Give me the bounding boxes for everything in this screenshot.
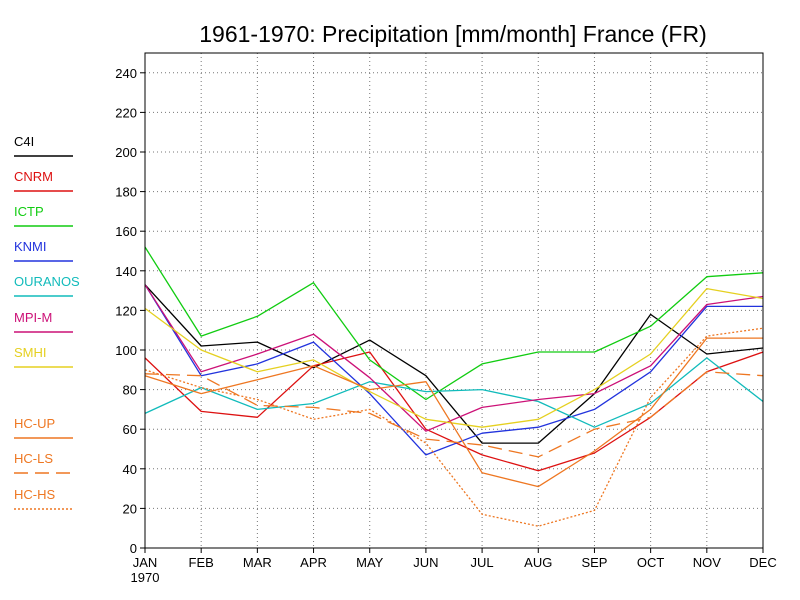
- legend-label-knmi: KNMI: [14, 239, 47, 254]
- series-line-smhi: [144, 287, 764, 428]
- x-tick-label: JUL: [471, 555, 494, 570]
- y-tick-label: 120: [115, 303, 137, 318]
- y-tick-label: 180: [115, 185, 137, 200]
- x-year-label: 1970: [131, 570, 160, 585]
- gridlines: [145, 53, 763, 548]
- series-line-hc-ls: [144, 371, 764, 458]
- legend-label-mpi-m: MPI-M: [14, 310, 52, 325]
- y-tick-label: 140: [115, 264, 137, 279]
- y-tick-label: 200: [115, 145, 137, 160]
- x-tick-label: AUG: [524, 555, 552, 570]
- series-line-ouranos: [144, 357, 764, 428]
- axis-ticks: 0 20 40 60 80 100 120 140 160 180 200 220 240 JAN FEB M…: [115, 66, 776, 585]
- y-tick-label: 0: [130, 541, 137, 556]
- x-tick-label: FEB: [189, 555, 214, 570]
- legend-label-smhi: SMHI: [14, 345, 47, 360]
- legend-label-c4i: C4I: [14, 134, 34, 149]
- y-tick-label: 80: [123, 383, 137, 398]
- x-tick-label: MAR: [243, 555, 272, 570]
- x-tick-label: DEC: [749, 555, 776, 570]
- legend-label-hc-hs: HC-HS: [14, 487, 55, 502]
- y-tick-label: 40: [123, 462, 137, 477]
- legend-label-ouranos: OURANOS: [14, 274, 80, 289]
- x-tick-label: APR: [300, 555, 327, 570]
- legend-label-hc-up: HC-UP: [14, 416, 55, 431]
- plot-frame: [144, 52, 764, 549]
- legend-label-ictp: ICTP: [14, 204, 44, 219]
- legend-label-hc-ls: HC-LS: [14, 451, 53, 466]
- series-line-c4i: [144, 284, 764, 444]
- y-tick-label: 60: [123, 422, 137, 437]
- data-series: [144, 246, 764, 527]
- series-line-hc-hs: [144, 327, 764, 527]
- series-line-knmi: [144, 284, 763, 456]
- x-tick-label: JAN: [133, 555, 158, 570]
- x-tick-label: NOV: [693, 555, 722, 570]
- x-tick-label: OCT: [637, 555, 665, 570]
- x-tick-label: MAY: [356, 555, 384, 570]
- series-line-mpi-m: [144, 284, 764, 432]
- series-line-cnrm: [144, 351, 764, 472]
- series-line-hc-up: [144, 337, 763, 488]
- series-line-ictp: [144, 246, 764, 401]
- legend-label-cnrm: CNRM: [14, 169, 53, 184]
- x-tick-label: SEP: [581, 555, 607, 570]
- legend: C4I CNRM ICTP KNMI OURANOS MPI-M SMHI HC-UP HC-L…: [14, 134, 80, 510]
- y-tick-label: 240: [115, 66, 137, 81]
- chart-title: 1961-1970: Precipitation [mm/month] Fran…: [199, 21, 706, 47]
- y-tick-label: 160: [115, 224, 137, 239]
- y-tick-label: 220: [115, 105, 137, 120]
- y-tick-label: 20: [123, 501, 137, 516]
- x-tick-label: JUN: [413, 555, 438, 570]
- y-tick-label: 100: [115, 343, 137, 358]
